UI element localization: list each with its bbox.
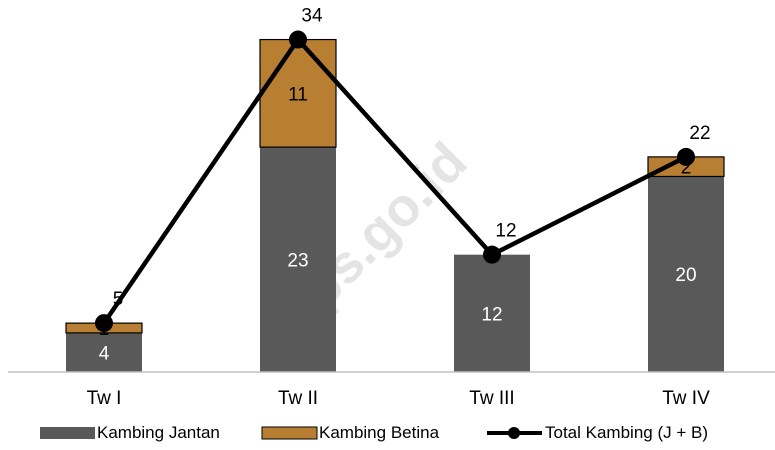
point-total-kambing-j-b-tw-ii [289,30,307,49]
data-label-total-kambing-j-b-tw-i: 5 [113,289,124,310]
data-label-kambing-jantan-tw-iii: 12 [481,304,502,325]
point-total-kambing-j-b-tw-iii [483,245,501,264]
data-label-kambing-jantan-tw-i: 4 [99,343,110,364]
legend-label-kambing-jantan: Kambing Jantan [97,423,220,442]
bar-kambing-jantan-tw-i [66,332,142,372]
legend-swatch-kambing-betina [261,426,318,440]
bar-kambing-jantan-tw-iv [648,176,724,372]
data-label-kambing-jantan-tw-iv: 20 [675,265,696,286]
data-label-kambing-betina-tw-i: 1 [99,319,110,340]
x-tick-tw-i: Tw I [87,388,122,409]
x-tick-labels: Tw I Tw II Tw III Tw IV [87,388,711,409]
legend-marker-total-kambing-j-b [508,427,520,439]
data-label-total-kambing-j-b-tw-iv: 22 [689,123,710,144]
data-label-total-kambing-j-b-tw-iii: 12 [495,221,516,242]
line-total-kambing-j-b [102,37,688,325]
point-total-kambing-j-b-tw-iv [677,147,695,166]
data-labels-layer: 4 1 23 11 12 20 2 5 34 12 22 [99,6,711,365]
bar-kambing-jantan-tw-iii [454,254,530,372]
data-label-total-kambing-j-b-tw-ii: 34 [301,6,323,27]
point-total-kambing-j-b-tw-i [95,314,113,333]
x-tick-tw-ii: Tw II [278,388,318,409]
bar-kambing-jantan-tw-ii [260,147,336,372]
data-label-kambing-jantan-tw-ii: 23 [287,251,308,272]
legend-label-kambing-betina: Kambing Betina [319,423,440,442]
x-tick-tw-iii: Tw III [469,388,514,409]
legend: Kambing Jantan Kambing Betina Total Kambin… [40,423,708,442]
bars-layer [65,38,725,372]
x-tick-tw-iv: Tw IV [662,388,710,409]
legend-label-total-kambing-j-b: Total Kambing (J + B) [545,423,708,442]
legend-swatch-kambing-jantan [40,427,95,439]
data-label-kambing-betina-tw-ii: 11 [288,84,308,105]
data-label-kambing-betina-tw-iv: 2 [681,158,692,179]
total-line-layer [95,30,695,333]
